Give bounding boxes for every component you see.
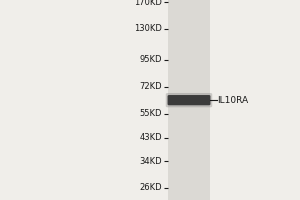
- Bar: [168, 0, 210, 200]
- Text: IL10RA: IL10RA: [218, 96, 249, 105]
- Text: 170KD: 170KD: [134, 0, 162, 7]
- Text: 72KD: 72KD: [140, 82, 162, 91]
- Text: 26KD: 26KD: [140, 183, 162, 192]
- Text: 34KD: 34KD: [140, 157, 162, 166]
- FancyBboxPatch shape: [166, 93, 212, 107]
- FancyBboxPatch shape: [168, 95, 211, 105]
- Text: 55KD: 55KD: [140, 109, 162, 118]
- Text: 43KD: 43KD: [140, 133, 162, 142]
- Text: 130KD: 130KD: [134, 24, 162, 33]
- Text: 95KD: 95KD: [140, 55, 162, 64]
